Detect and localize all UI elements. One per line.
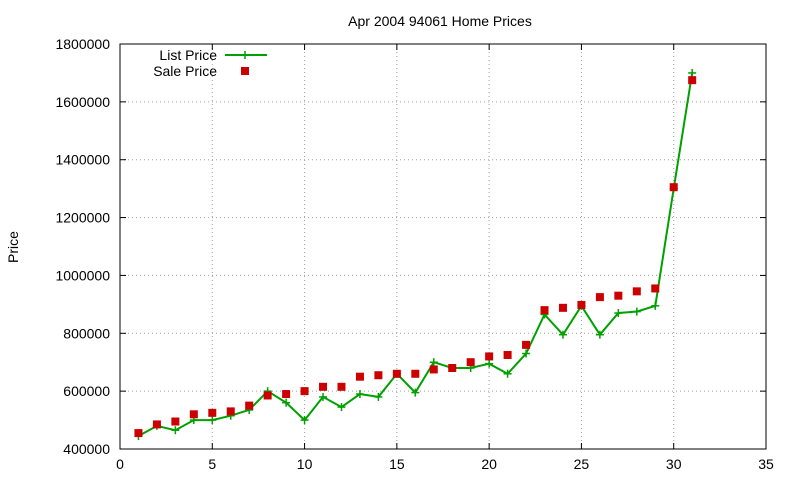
data-point <box>669 183 678 192</box>
data-point <box>614 309 623 318</box>
data-point <box>632 307 641 316</box>
series <box>134 68 697 440</box>
data-point <box>577 300 586 309</box>
data-point <box>411 388 420 397</box>
data-point <box>558 303 567 312</box>
data-point <box>337 403 346 412</box>
data-point <box>558 330 567 339</box>
y-tick-label: 600000 <box>63 383 110 399</box>
data-point <box>319 392 328 401</box>
series-list-price <box>134 68 697 440</box>
data-point <box>263 391 272 400</box>
data-point <box>688 76 697 85</box>
y-tick-label: 1200000 <box>55 210 110 226</box>
data-point <box>485 352 494 361</box>
data-point <box>429 358 438 367</box>
data-point <box>226 407 235 416</box>
y-tick-label: 1000000 <box>55 267 110 283</box>
x-tick-label: 35 <box>758 456 774 472</box>
data-point <box>152 420 161 429</box>
data-point <box>651 301 660 310</box>
data-point <box>651 284 660 293</box>
data-point <box>466 358 475 367</box>
grid <box>120 44 766 449</box>
legend-swatch-list-price <box>225 51 267 59</box>
data-point <box>540 306 549 315</box>
plot-frame <box>119 43 767 450</box>
x-tick-label: 30 <box>666 456 682 472</box>
y-tick-label: 800000 <box>63 325 110 341</box>
data-point <box>632 287 641 296</box>
data-point <box>208 416 217 425</box>
data-point <box>522 349 531 358</box>
data-point <box>595 330 604 339</box>
data-point <box>411 369 420 378</box>
chart-title: Apr 2004 94061 Home Prices <box>348 13 532 29</box>
legend-label-sale-price: Sale Price <box>153 63 217 79</box>
axis-ticks <box>119 43 767 450</box>
data-point <box>522 340 531 349</box>
data-point <box>688 68 697 77</box>
x-tick-label: 0 <box>116 456 124 472</box>
y-tick-label: 1800000 <box>55 36 110 52</box>
series-line <box>138 72 694 437</box>
data-point <box>171 426 180 435</box>
data-point <box>337 382 346 391</box>
data-point <box>208 408 217 417</box>
legend-marker <box>241 67 249 75</box>
data-point <box>282 390 291 399</box>
legend: List Price Sale Price <box>153 47 267 79</box>
y-tick-label: 1400000 <box>55 152 110 168</box>
series-sale-price <box>134 76 697 438</box>
data-point <box>374 392 383 401</box>
axis-tick-labels: 0 5 10 15 20 25 30 35 400000 600000 800000 1000000 1… <box>55 36 774 472</box>
data-point <box>429 365 438 374</box>
data-point <box>319 382 328 391</box>
data-point <box>282 398 291 407</box>
data-point <box>189 410 198 419</box>
data-point <box>245 401 254 410</box>
data-point <box>614 291 623 300</box>
legend-swatch-sale-price <box>241 67 249 75</box>
x-tick-label: 25 <box>574 456 590 472</box>
x-tick-label: 5 <box>208 456 216 472</box>
data-point <box>355 390 364 399</box>
data-point <box>503 350 512 359</box>
legend-marker <box>241 51 249 59</box>
data-point <box>374 371 383 380</box>
x-tick-label: 15 <box>389 456 405 472</box>
data-point <box>134 429 143 438</box>
data-point <box>595 293 604 302</box>
data-point <box>503 369 512 378</box>
data-point <box>171 417 180 426</box>
data-point <box>392 369 401 378</box>
data-point <box>300 387 309 396</box>
x-tick-label: 20 <box>481 456 497 472</box>
legend-label-list-price: List Price <box>159 47 217 63</box>
data-point <box>485 359 494 368</box>
y-axis-label: Price <box>5 231 21 263</box>
y-tick-label: 1600000 <box>55 94 110 110</box>
data-point <box>448 364 457 372</box>
data-point <box>300 416 309 425</box>
data-point <box>355 372 364 381</box>
y-tick-label: 400000 <box>63 441 110 457</box>
x-tick-label: 10 <box>297 456 313 472</box>
